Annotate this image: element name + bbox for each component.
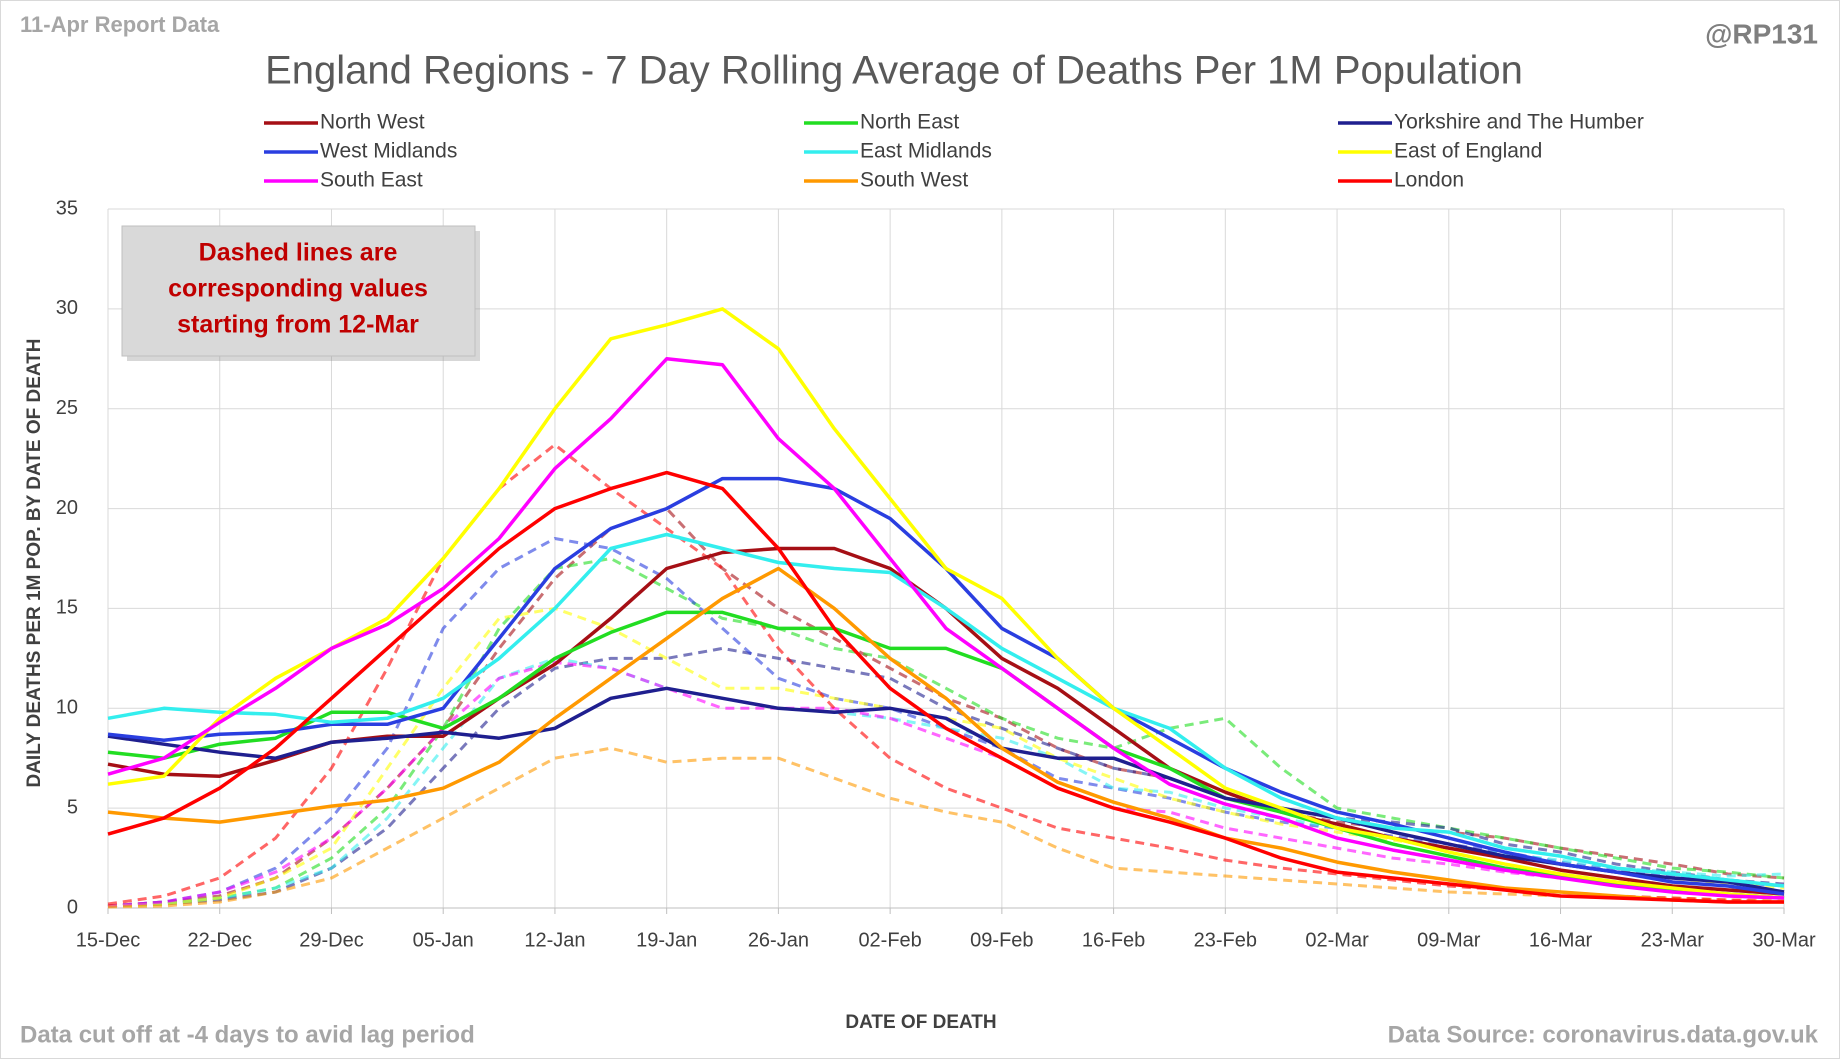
legend-label: Yorkshire and The Humber	[1394, 111, 1644, 134]
x-tick-label: 09-Feb	[970, 929, 1033, 951]
y-tick-label: 0	[67, 896, 78, 918]
x-tick-label: 12-Jan	[524, 929, 585, 951]
x-tick-label: 02-Mar	[1305, 929, 1369, 951]
series-line	[107, 532, 1785, 888]
legend-label: South West	[860, 169, 968, 192]
x-tick-label: 16-Mar	[1529, 929, 1593, 951]
annotation-line: starting from 12-Mar	[177, 311, 419, 339]
data-source: Data Source: coronavirus.data.gov.uk	[1388, 1021, 1819, 1048]
plot-area: 0 5 10 15 20 25 30 35 15-Dec 22-Dec 29-Dec 05-Jan 12…	[56, 197, 1816, 951]
series-line	[107, 470, 1784, 904]
x-tick-label: 15-Dec	[76, 929, 140, 951]
y-axis-label: DAILY DEATHS PER 1M POP. BY DATE OF DEAT…	[24, 338, 45, 787]
x-tick-label: 09-Mar	[1417, 929, 1481, 951]
annotation-line: corresponding values	[168, 275, 428, 303]
y-tick-label: 25	[56, 397, 78, 419]
y-tick-label: 15	[56, 597, 78, 619]
x-tick-label: 23-Feb	[1194, 929, 1257, 951]
annotation-box	[121, 225, 476, 357]
x-tick-label: 16-Feb	[1082, 929, 1145, 951]
report-label: 11-Apr Report Data	[20, 12, 220, 37]
series-line	[107, 357, 1785, 900]
chart-title: England Regions - 7 Day Rolling Average …	[265, 49, 1523, 93]
x-tick-label: 05-Jan	[413, 929, 474, 951]
x-tick-label: 19-Jan	[636, 929, 697, 951]
annotation-line: Dashed lines are	[199, 239, 398, 267]
dashed-series-line	[107, 746, 1784, 909]
series-line	[107, 686, 1785, 894]
dashed-series-line	[107, 557, 1785, 908]
x-tick-label: 29-Dec	[299, 929, 363, 951]
series-line	[107, 307, 1785, 900]
legend-label: West Midlands	[320, 140, 457, 163]
x-tick-label: 23-Mar	[1641, 929, 1705, 951]
legend-label: North West	[320, 111, 425, 134]
x-tick-label: 22-Dec	[187, 929, 251, 951]
series-line	[107, 566, 1784, 904]
y-tick-label: 20	[56, 497, 78, 519]
footer-note: Data cut off at -4 days to avid lag peri…	[20, 1021, 475, 1048]
dashed-series-line	[107, 646, 1785, 908]
dashed-series-line	[107, 656, 1785, 908]
y-tick-label: 10	[56, 697, 78, 719]
legend-label: South East	[320, 169, 423, 192]
x-tick-label: 02-Feb	[858, 929, 921, 951]
legend-label: North East	[860, 111, 959, 134]
y-tick-label: 35	[56, 197, 78, 219]
y-tick-label: 5	[67, 796, 78, 818]
x-tick-label: 26-Jan	[748, 929, 809, 951]
series-line	[107, 610, 1785, 900]
x-axis-label: DATE OF DEATH	[845, 1012, 996, 1033]
legend-label: East of England	[1394, 140, 1542, 163]
handle: @RP131	[1705, 18, 1818, 49]
y-tick-label: 30	[56, 297, 78, 319]
legend-label: London	[1394, 169, 1464, 192]
x-tick-label: 30-Mar	[1752, 929, 1816, 951]
legend-label: East Midlands	[860, 140, 992, 163]
